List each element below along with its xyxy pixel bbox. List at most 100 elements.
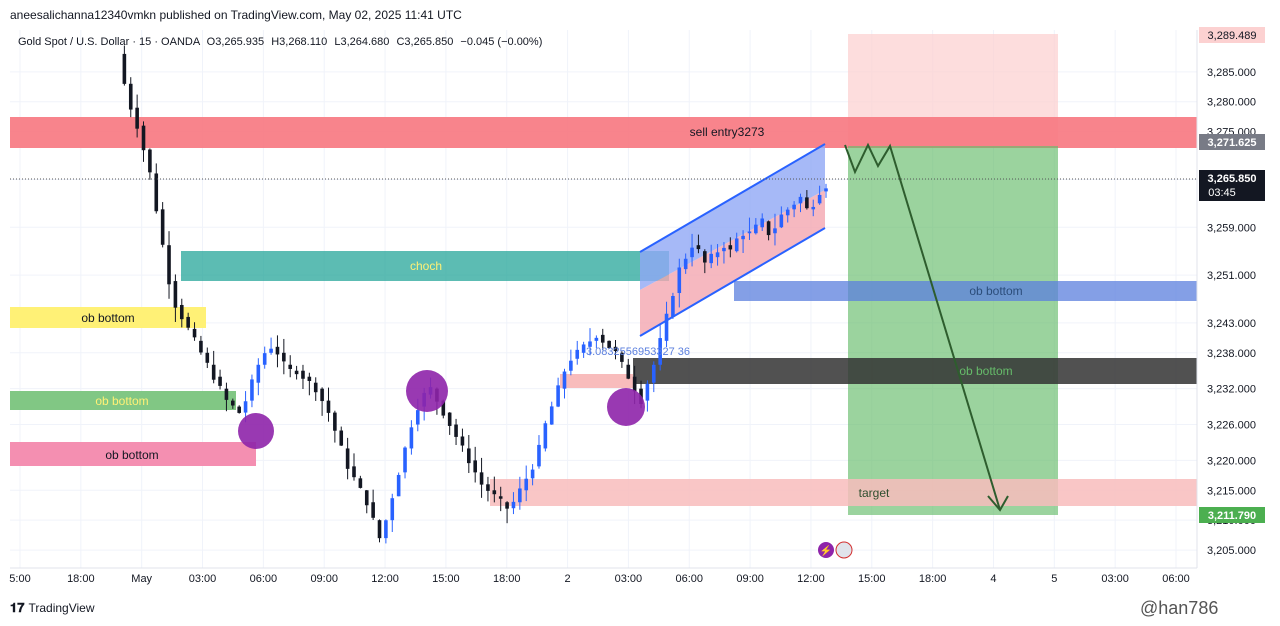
y-tick-label: 3,220.000 [1207, 455, 1256, 467]
candle-body [396, 474, 401, 497]
candle-body [760, 218, 765, 228]
candle-body [562, 371, 567, 389]
candle-body [415, 410, 420, 425]
legend-open: O3,265.935 [207, 36, 265, 48]
ob-bottom-blue-label: ob bottom [969, 284, 1022, 298]
candle-body [282, 352, 286, 362]
candle-body [160, 209, 165, 245]
ob-bottom-pink-label: ob bottom [105, 448, 158, 462]
candle-body [256, 364, 261, 383]
entry-price-text: 3,271.625 [1208, 137, 1257, 149]
x-tick-label: 09:00 [310, 573, 338, 585]
candle-body [186, 316, 190, 328]
candle-body [122, 53, 127, 84]
candle-body [199, 340, 203, 353]
candle-body [690, 247, 694, 258]
x-tick-label: 06:00 [675, 573, 703, 585]
candle-body [205, 352, 210, 363]
candle-body [530, 469, 535, 479]
candle-body [741, 235, 745, 240]
candle-body [696, 245, 701, 250]
x-tick-label: 09:00 [736, 573, 764, 585]
candle-body [231, 400, 235, 406]
candle-body [211, 364, 216, 380]
candle-body [262, 353, 267, 365]
x-tick-label: 03:00 [615, 573, 643, 585]
x-tick-label: 5 [1051, 573, 1057, 585]
candle-body [664, 313, 669, 341]
candle-body [620, 352, 624, 362]
candle-body [798, 196, 803, 204]
candle-body [785, 209, 790, 216]
tradingview-logo-icon: 𝟏𝟕 [10, 600, 25, 615]
candle-body [537, 444, 541, 467]
swing-circle-2 [406, 370, 448, 412]
candle-body [594, 337, 599, 341]
x-tick-label: 03:00 [1101, 573, 1129, 585]
candle-body [301, 370, 305, 379]
time-axis[interactable]: 5:00 18:00 May 03:00 06:00 09:00 12:00 15:00 18:… [9, 573, 1189, 585]
legend-high: H3,268.110 [271, 36, 327, 48]
candle-body [734, 238, 739, 252]
stop-price-text: 3,289.489 [1208, 30, 1257, 42]
candle-body [288, 364, 293, 369]
candle-body [237, 406, 241, 413]
candle-body [492, 490, 497, 495]
target-zone [490, 479, 1197, 506]
candle-body [728, 245, 733, 250]
candle-body [390, 498, 395, 521]
candle-body [722, 247, 726, 252]
y-tick-label: 3,280.000 [1207, 97, 1256, 109]
candle-body [651, 364, 656, 383]
small-pink-zone [560, 374, 633, 388]
candle-body [154, 173, 159, 212]
legend: Gold Spot / U.S. Dollar · 15 · OANDA O3,… [18, 36, 542, 48]
x-tick-label: May [131, 573, 152, 585]
candle-body [333, 412, 337, 431]
candle-body [671, 295, 675, 317]
candle-body [511, 501, 516, 509]
publisher-line: aneesalichanna12340vmkn published on Tra… [10, 8, 462, 22]
candle-body [766, 221, 771, 236]
economic-events[interactable]: ⚡ [818, 541, 853, 559]
candle-body [326, 400, 331, 413]
target-price-badge [1199, 507, 1265, 523]
candle-body [556, 385, 560, 407]
candle-body [613, 346, 618, 352]
candle-body [703, 251, 707, 263]
channel-top-line[interactable] [639, 143, 826, 253]
candle-body [498, 496, 503, 499]
candle-body [600, 334, 605, 343]
legend-change: −0.045 (−0.00%) [460, 36, 542, 48]
profit-box [848, 146, 1058, 515]
candle-body [467, 448, 471, 464]
channel-bottom-line[interactable] [639, 227, 826, 337]
candle-body [817, 194, 822, 204]
ob-bottom-green-label: ob bottom [95, 394, 148, 408]
x-tick-label: 15:00 [858, 573, 886, 585]
y-tick-label: 3,215.000 [1207, 485, 1256, 497]
us-flag-icon[interactable] [835, 541, 853, 559]
candle-body [709, 253, 713, 264]
ob-bottom-dark-label: ob bottom [959, 364, 1012, 378]
candle-body [447, 412, 452, 426]
y-tick-label: 3,243.000 [1207, 318, 1256, 330]
channel-label: 3.0832556953327 36 [586, 346, 690, 358]
candle-body [173, 281, 178, 308]
candle-body [543, 423, 548, 449]
x-tick-label: 5:00 [9, 573, 30, 585]
lightning-icon[interactable] [818, 542, 834, 558]
target-price-text: 3,211.790 [1208, 510, 1256, 522]
candle-body [441, 400, 446, 416]
candle-body [460, 436, 465, 446]
candle-body [313, 382, 318, 393]
candle-body [683, 258, 688, 270]
candle-body [632, 376, 637, 392]
candles [122, 45, 828, 544]
candle-body [549, 406, 554, 425]
candle-body [645, 383, 650, 401]
candle-body [320, 388, 324, 402]
rising-channel-upper [640, 144, 825, 290]
candle-body [352, 466, 356, 478]
